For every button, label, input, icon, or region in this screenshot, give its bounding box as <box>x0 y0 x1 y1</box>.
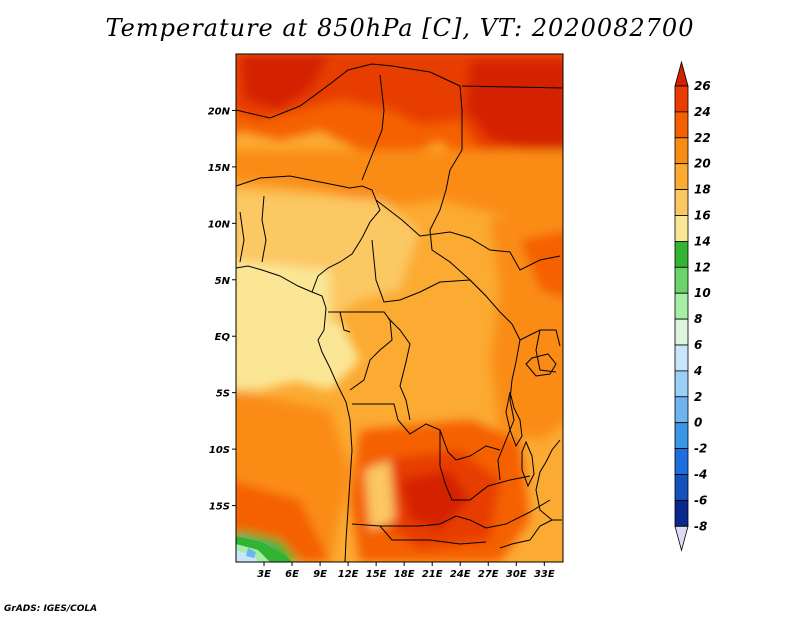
latitude-axis: 20N 15N 10N 5N EQ 5S 10S 15S <box>208 106 236 513</box>
colorbar-level-label: -8 <box>694 519 707 533</box>
colorbar-level-label: 4 <box>693 364 702 378</box>
colorbar-swatch <box>674 85 689 113</box>
colorbar-level-label: 16 <box>694 209 711 223</box>
map-frame <box>235 53 564 563</box>
colorbar-swatch <box>674 344 689 372</box>
colorbar-swatch <box>674 137 689 165</box>
lat-tick-label: EQ <box>215 332 231 343</box>
colorbar-level-label: 26 <box>694 79 711 93</box>
colorbar-level-label: 18 <box>694 183 711 197</box>
colorbar-level-label: 12 <box>694 260 711 274</box>
colorbar-level-label: 0 <box>694 416 702 430</box>
lon-tick-label: 30E <box>506 569 527 580</box>
colorbar-level-label: 8 <box>694 312 702 326</box>
colorbar-swatch <box>674 499 689 527</box>
colorbar-swatch <box>674 266 689 294</box>
lat-tick-label: 15S <box>209 502 230 513</box>
colorbar-swatch <box>674 396 689 424</box>
lon-tick-label: 24E <box>450 569 471 580</box>
colorbar-swatch <box>674 448 689 475</box>
colorbar-swatch <box>674 370 689 398</box>
lon-tick-label: 12E <box>338 569 359 580</box>
colorbar-level-label: 6 <box>694 338 702 352</box>
lat-tick-label: 5S <box>216 389 230 400</box>
colorbar-level-label: -6 <box>694 493 707 507</box>
colorbar-level-label: 20 <box>694 157 711 171</box>
colorbar-swatch <box>674 474 689 501</box>
colorbar-level-label: -2 <box>694 442 707 456</box>
country-borders <box>236 63 563 562</box>
colorbar-swatch <box>674 215 689 242</box>
colorbar-swatch <box>674 163 689 190</box>
lon-tick-label: 15E <box>366 569 387 580</box>
colorbar-level-label: -4 <box>694 468 707 482</box>
colorbar-swatch <box>674 189 689 216</box>
lon-tick-label: 27E <box>478 569 499 580</box>
colorbar-level-label: 10 <box>694 286 711 300</box>
colorbar-lower-extend <box>674 525 689 552</box>
lon-tick-label: 9E <box>313 569 327 580</box>
lat-tick-label: 15N <box>208 163 231 174</box>
colorbar-swatch <box>674 422 689 450</box>
lat-tick-label: 10N <box>208 219 231 230</box>
colorbar-swatch <box>674 240 689 268</box>
colorbar-upper-extend <box>674 60 689 87</box>
colorbar-level-label: 14 <box>694 234 711 248</box>
chart-title: Temperature at 850hPa [C], VT: 202008270… <box>105 14 695 42</box>
temperature-field <box>236 54 563 562</box>
lat-tick-label: 5N <box>215 276 231 287</box>
colorbar-swatch <box>674 292 689 320</box>
colorbar-swatch <box>674 111 689 139</box>
colorbar-level-label: 24 <box>694 105 711 119</box>
longitude-axis: 3E 6E 9E 12E 15E 18E 21E 24E 27E 30E 33E <box>257 562 555 580</box>
colorbar-swatch <box>674 318 689 346</box>
colorbar-level-label: 22 <box>694 131 711 145</box>
colorbar-level-label: 2 <box>694 390 702 404</box>
lon-tick-label: 33E <box>534 569 555 580</box>
lon-tick-label: 21E <box>422 569 443 580</box>
lon-tick-label: 6E <box>285 569 299 580</box>
lat-tick-label: 20N <box>208 106 231 117</box>
lon-tick-label: 3E <box>257 569 271 580</box>
lon-tick-label: 18E <box>394 569 415 580</box>
grads-credit: GrADS: IGES/COLA <box>4 604 98 614</box>
lat-tick-label: 10S <box>209 445 230 456</box>
